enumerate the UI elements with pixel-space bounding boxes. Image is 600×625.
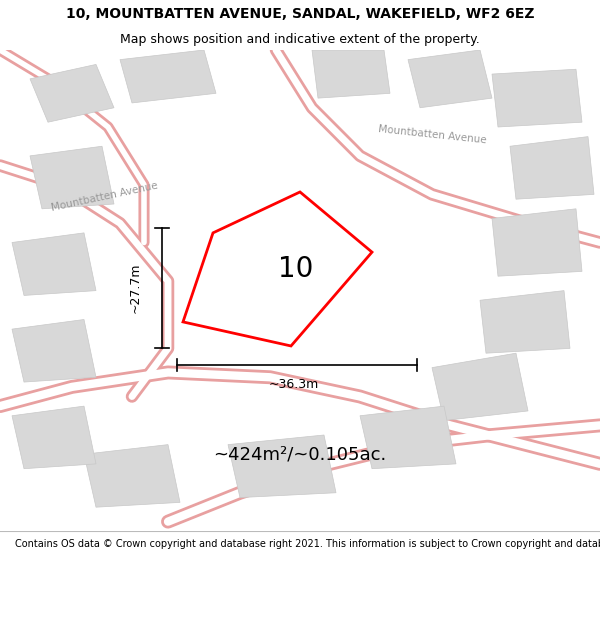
Polygon shape (120, 50, 216, 103)
Polygon shape (228, 435, 336, 498)
Polygon shape (312, 50, 390, 98)
Text: Map shows position and indicative extent of the property.: Map shows position and indicative extent… (120, 32, 480, 46)
Polygon shape (360, 406, 456, 469)
Polygon shape (492, 209, 582, 276)
Text: ~36.3m: ~36.3m (269, 378, 319, 391)
Polygon shape (408, 50, 492, 108)
Polygon shape (12, 406, 96, 469)
Text: 10, MOUNTBATTEN AVENUE, SANDAL, WAKEFIELD, WF2 6EZ: 10, MOUNTBATTEN AVENUE, SANDAL, WAKEFIEL… (66, 7, 534, 21)
Polygon shape (30, 146, 114, 209)
Polygon shape (12, 319, 96, 382)
Polygon shape (432, 353, 528, 421)
Text: Contains OS data © Crown copyright and database right 2021. This information is : Contains OS data © Crown copyright and d… (15, 539, 600, 549)
Polygon shape (510, 137, 594, 199)
Text: ~27.7m: ~27.7m (128, 263, 142, 314)
Polygon shape (183, 192, 372, 346)
Text: ~424m²/~0.105ac.: ~424m²/~0.105ac. (214, 445, 386, 463)
Polygon shape (480, 291, 570, 353)
Text: Mountbatten Avenue: Mountbatten Avenue (51, 181, 159, 213)
Polygon shape (84, 444, 180, 507)
Text: Mountbatten Avenue: Mountbatten Avenue (377, 124, 487, 145)
Polygon shape (12, 233, 96, 296)
Polygon shape (492, 69, 582, 127)
Text: 10: 10 (278, 255, 313, 283)
Polygon shape (30, 64, 114, 122)
